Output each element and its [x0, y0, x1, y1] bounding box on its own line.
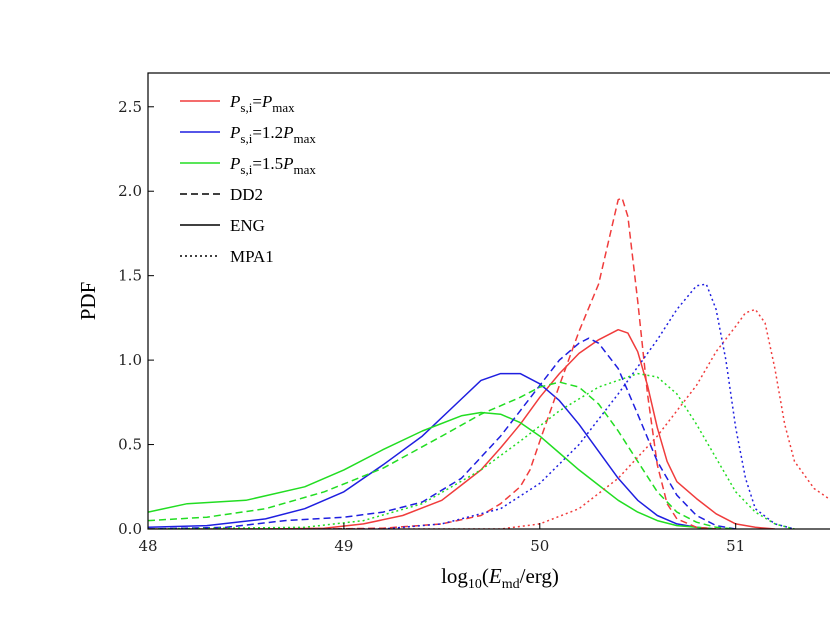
x-tick-label: 49	[334, 537, 353, 555]
legend-label: Ps,i=Pmax	[229, 92, 295, 115]
series-mpa1-p1_2	[148, 283, 795, 529]
series-dd2-p1_0	[148, 197, 717, 529]
series-mpa1-p1_0	[148, 308, 830, 529]
y-tick-label: 1.5	[118, 267, 142, 285]
y-tick-label: 2.0	[118, 182, 142, 200]
x-axis-label-base-sub: 10	[468, 577, 482, 592]
y-tick-label: 1.0	[118, 351, 142, 369]
ticks-layer: 48 49 50 51 0.0 0.5 1.0 1.5 2.0 2.5	[118, 98, 745, 555]
y-axis-label: PDF	[76, 282, 100, 321]
y-tick-label: 2.5	[118, 98, 142, 116]
y-tick-label: 0.0	[118, 520, 142, 538]
legend-label: ENG	[230, 216, 265, 235]
series-eng-p1_2	[148, 372, 717, 529]
series-eng-p1_0	[148, 328, 775, 529]
y-tick-label: 0.5	[118, 436, 142, 454]
legend-label: DD2	[230, 185, 263, 204]
series-eng-p1_5	[148, 411, 717, 529]
x-axis-label: log10(Emd/erg)	[441, 564, 559, 592]
x-tick-label: 51	[726, 537, 745, 555]
x-axis-label-var-sub: md	[502, 577, 520, 592]
x-tick-label: 48	[138, 537, 157, 555]
x-axis-label-open: (	[482, 564, 489, 588]
legend: Ps,i=Pmax Ps,i=1.2Pmax Ps,i=1.5Pmax DD2 ENG M…	[180, 92, 316, 266]
x-tick-label: 50	[530, 537, 549, 555]
legend-label: Ps,i=1.5Pmax	[229, 154, 316, 177]
x-axis-label-base: log	[441, 564, 468, 588]
legend-label: Ps,i=1.2Pmax	[229, 123, 316, 146]
series-dd2-p1_2	[148, 337, 736, 529]
legend-label: MPA1	[230, 247, 274, 266]
series-dd2-p1_5	[148, 381, 736, 529]
series-layer	[148, 197, 830, 529]
plot-frame	[147, 72, 830, 530]
x-axis-label-rest: /erg)	[520, 564, 559, 588]
x-axis-label-var: E	[488, 564, 502, 588]
series-mpa1-p1_5	[148, 372, 795, 529]
